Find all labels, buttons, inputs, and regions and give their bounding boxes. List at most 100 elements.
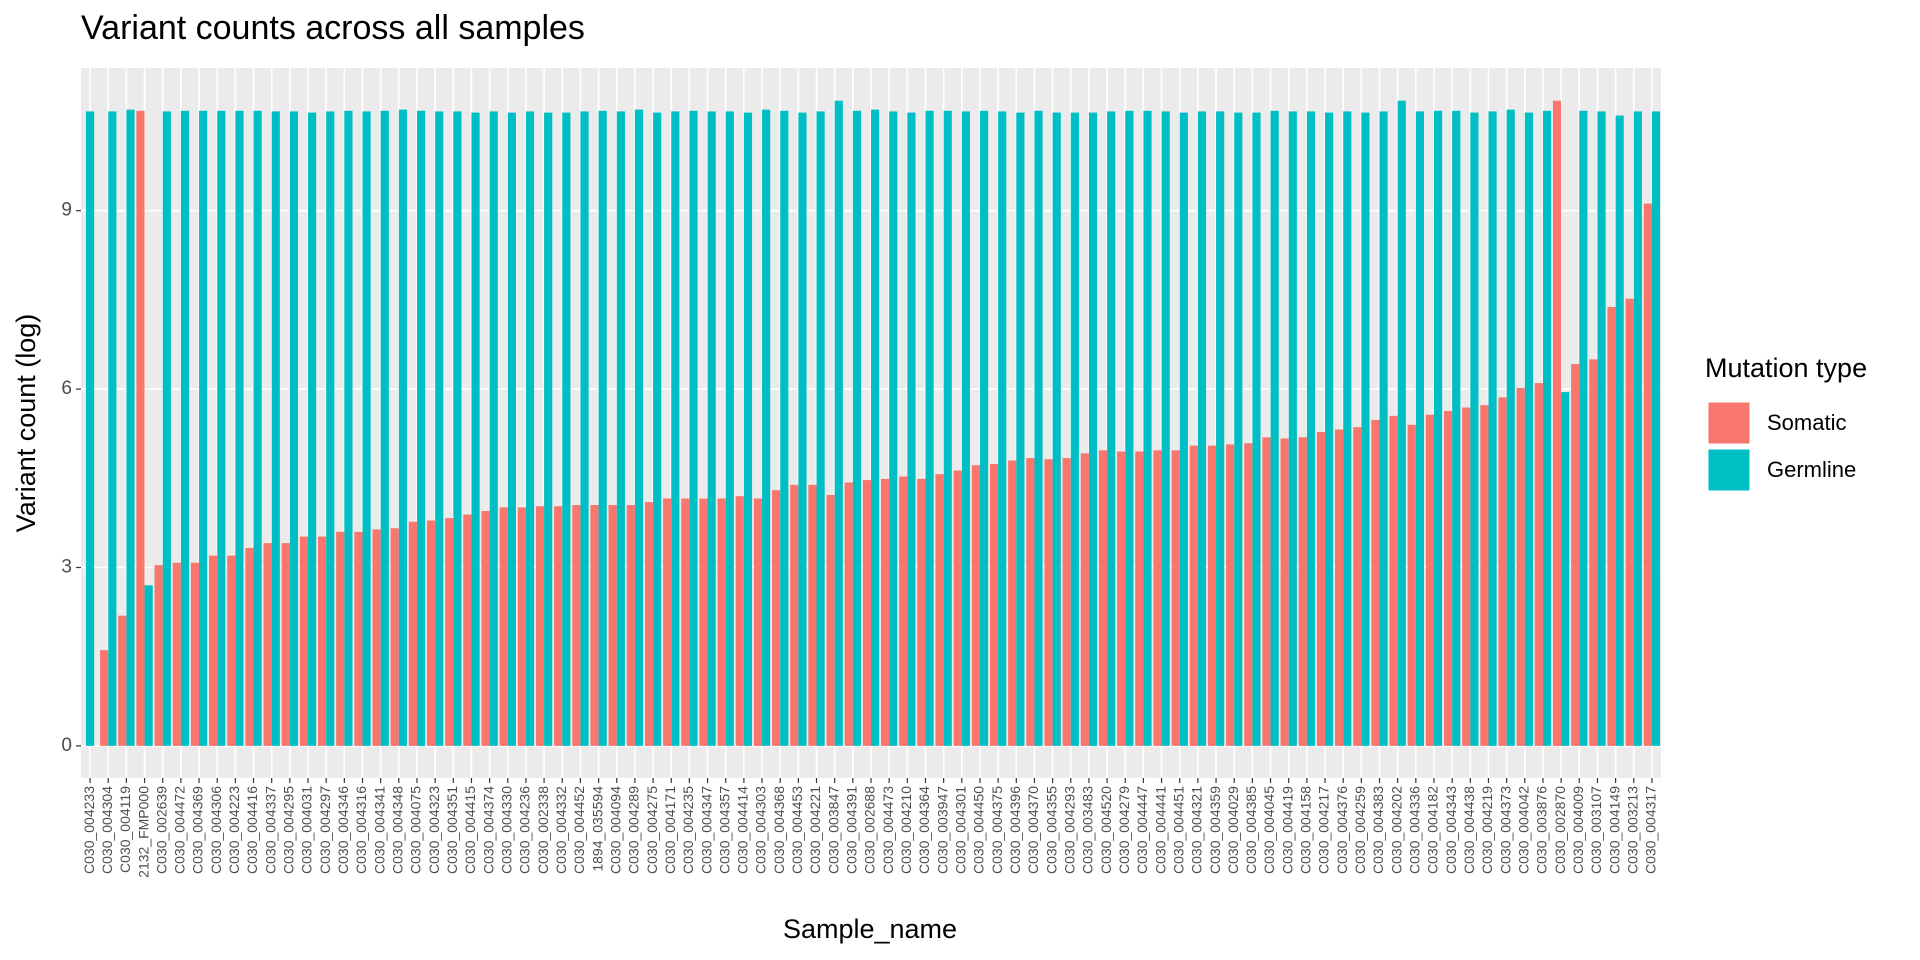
x-tick-label: C030_003947 bbox=[934, 786, 950, 874]
bar bbox=[1579, 110, 1588, 746]
x-tick-label: C030_004374 bbox=[480, 786, 496, 874]
bar bbox=[1262, 437, 1271, 746]
x-tick-label: C030_004373 bbox=[1497, 786, 1513, 874]
y-tick-label: 0 bbox=[61, 735, 72, 756]
bar bbox=[562, 112, 571, 746]
x-tick-label: C030_004297 bbox=[317, 786, 333, 874]
bar bbox=[245, 547, 254, 746]
bar bbox=[580, 111, 589, 746]
x-tick-label: C030_004346 bbox=[335, 786, 351, 874]
bar bbox=[644, 502, 654, 746]
bar bbox=[880, 478, 890, 746]
x-tick-label: C030_004368 bbox=[771, 786, 787, 874]
x-tick-label: C030_002870 bbox=[1552, 786, 1568, 874]
bar bbox=[1488, 111, 1497, 746]
x-tick-label: C030_004158 bbox=[1298, 786, 1314, 874]
bar bbox=[525, 111, 535, 746]
bar bbox=[390, 528, 399, 746]
bar bbox=[217, 110, 226, 746]
bar bbox=[1153, 450, 1162, 746]
bar bbox=[1443, 411, 1453, 746]
x-tick-label: C030_004031 bbox=[299, 786, 315, 874]
bar bbox=[154, 565, 163, 746]
bar bbox=[1335, 429, 1344, 746]
bar bbox=[753, 498, 763, 746]
bar bbox=[1506, 109, 1515, 746]
x-tick-label: C030_004042 bbox=[1515, 786, 1531, 874]
bar bbox=[816, 111, 825, 746]
x-tick-label: C030_004441 bbox=[1152, 786, 1168, 874]
bar bbox=[263, 543, 272, 746]
x-tick-label: C030_004009 bbox=[1570, 786, 1586, 874]
bar bbox=[663, 498, 672, 746]
x-tick-label: C030_004317 bbox=[1643, 786, 1659, 874]
x-tick-label: C030_004472 bbox=[172, 786, 188, 874]
bar bbox=[1062, 458, 1071, 746]
bar bbox=[1633, 111, 1642, 746]
bar bbox=[517, 507, 526, 746]
bar bbox=[507, 112, 516, 746]
bar bbox=[808, 484, 817, 746]
bar bbox=[707, 111, 716, 746]
bar bbox=[834, 100, 843, 746]
bar bbox=[344, 110, 353, 746]
bar bbox=[1280, 438, 1289, 746]
bar bbox=[1008, 460, 1017, 746]
x-tick-label: 1894_035594 bbox=[589, 786, 605, 872]
x-tick-label: C030_003107 bbox=[1588, 786, 1604, 874]
x-tick-label: C030_004316 bbox=[353, 786, 369, 874]
x-tick-label: C030_004321 bbox=[1189, 786, 1205, 874]
bar bbox=[1361, 112, 1370, 746]
x-tick-label: C030_004416 bbox=[244, 786, 260, 874]
bar bbox=[1298, 437, 1307, 746]
bar bbox=[1480, 405, 1489, 746]
bar bbox=[1433, 110, 1443, 746]
bar bbox=[634, 109, 644, 746]
bar bbox=[362, 111, 371, 746]
x-tick-label: C030_004223 bbox=[226, 786, 242, 874]
bar bbox=[1597, 111, 1606, 746]
x-tick-label: C030_004419 bbox=[1279, 786, 1295, 874]
bar bbox=[281, 543, 290, 746]
bar bbox=[979, 110, 989, 746]
x-tick-label: C030_004391 bbox=[844, 786, 860, 874]
bar bbox=[1080, 453, 1089, 746]
bar bbox=[398, 109, 407, 746]
bar bbox=[336, 531, 345, 746]
x-tick-label: C030_004347 bbox=[698, 786, 714, 874]
bar bbox=[1379, 111, 1388, 746]
bar bbox=[1125, 110, 1134, 746]
bar bbox=[299, 536, 309, 746]
x-tick-label: C030_004119 bbox=[117, 786, 133, 873]
bar bbox=[681, 498, 690, 746]
bar bbox=[1651, 111, 1661, 746]
x-tick-label: C030_004341 bbox=[371, 786, 387, 874]
bar bbox=[253, 110, 262, 746]
bar bbox=[1179, 112, 1188, 746]
bar bbox=[1625, 298, 1634, 746]
x-tick-label: C030_004385 bbox=[1243, 786, 1259, 874]
x-tick-label: C030_004336 bbox=[1407, 786, 1423, 874]
x-tick-label: C030_004452 bbox=[571, 786, 587, 874]
x-tick-label: C030_004370 bbox=[1025, 786, 1041, 874]
bar bbox=[790, 484, 799, 746]
bar bbox=[1026, 458, 1035, 746]
x-tick-label: C030_004375 bbox=[989, 786, 1005, 874]
legend-title: Mutation type bbox=[1705, 353, 1867, 383]
x-tick-label: C030_004447 bbox=[1134, 786, 1150, 874]
x-tick-label: C030_004355 bbox=[1043, 786, 1059, 874]
x-tick-label: C030_004301 bbox=[953, 786, 969, 874]
x-tick-label: C030_004453 bbox=[789, 786, 805, 874]
bar bbox=[453, 111, 462, 746]
bar bbox=[100, 650, 109, 746]
legend-key bbox=[1707, 448, 1751, 492]
bar bbox=[1589, 359, 1598, 746]
bar bbox=[608, 505, 617, 746]
bar bbox=[172, 562, 181, 746]
bar bbox=[935, 474, 944, 746]
bar bbox=[1070, 112, 1079, 746]
bar bbox=[1044, 459, 1053, 746]
bar bbox=[1234, 112, 1243, 746]
bar bbox=[1470, 112, 1479, 746]
